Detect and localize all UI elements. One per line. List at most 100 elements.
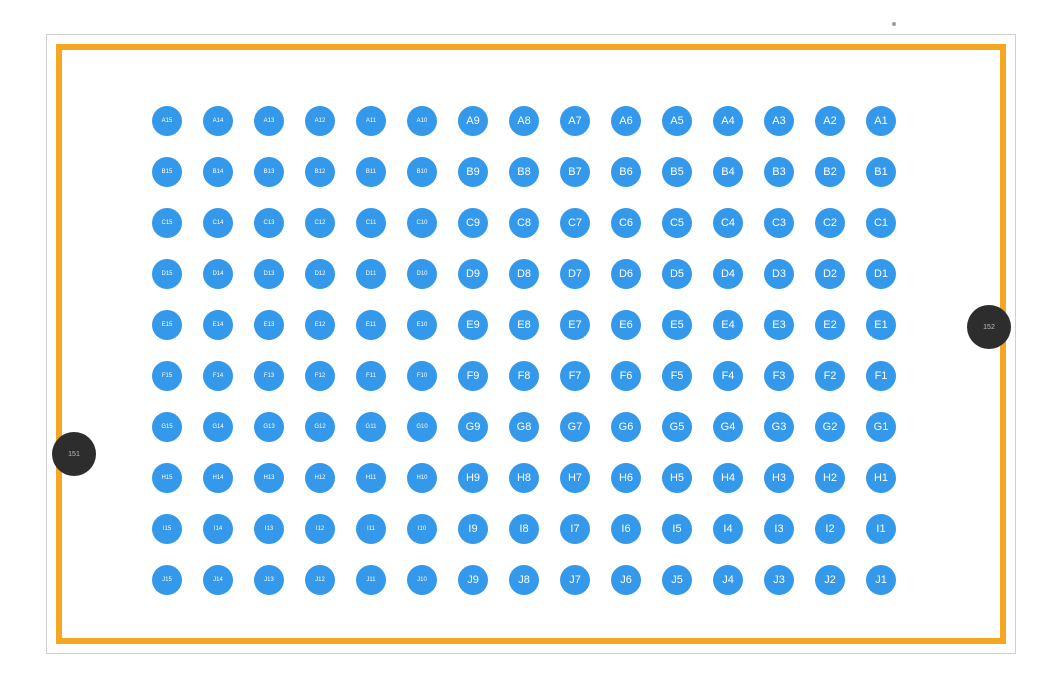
bga-pad-a9: A9 — [458, 106, 488, 136]
bga-pad-f3: F3 — [764, 361, 794, 391]
bga-pad-j7: J7 — [560, 565, 590, 595]
bga-pad-b4: B4 — [713, 157, 743, 187]
bga-pad-g2: G2 — [815, 412, 845, 442]
bga-pad-g15: G15 — [152, 412, 182, 442]
bga-pad-b12: B12 — [305, 157, 335, 187]
bga-pad-c3: C3 — [764, 208, 794, 238]
bga-pad-h14: H14 — [203, 463, 233, 493]
bga-pad-i9: I9 — [458, 514, 488, 544]
bga-pad-i7: I7 — [560, 514, 590, 544]
bga-pad-f7: F7 — [560, 361, 590, 391]
bga-pad-d10: D10 — [407, 259, 437, 289]
bga-pad-d3: D3 — [764, 259, 794, 289]
bga-pad-h15: H15 — [152, 463, 182, 493]
bga-pad-j1: J1 — [866, 565, 896, 595]
bga-pad-e7: E7 — [560, 310, 590, 340]
bga-pad-j3: J3 — [764, 565, 794, 595]
bga-pad-c2: C2 — [815, 208, 845, 238]
bga-pad-b5: B5 — [662, 157, 692, 187]
bga-pad-a10: A10 — [407, 106, 437, 136]
bga-pad-g9: G9 — [458, 412, 488, 442]
bga-pad-a2: A2 — [815, 106, 845, 136]
bga-pad-f15: F15 — [152, 361, 182, 391]
bga-pad-j8: J8 — [509, 565, 539, 595]
bga-pad-g8: G8 — [509, 412, 539, 442]
bga-pad-b15: B15 — [152, 157, 182, 187]
bga-pad-d15: D15 — [152, 259, 182, 289]
bga-pad-g13: G13 — [254, 412, 284, 442]
bga-pad-a6: A6 — [611, 106, 641, 136]
bga-pad-f9: F9 — [458, 361, 488, 391]
bga-pad-c1: C1 — [866, 208, 896, 238]
bga-pad-h6: H6 — [611, 463, 641, 493]
bga-pad-g7: G7 — [560, 412, 590, 442]
bga-pad-c7: C7 — [560, 208, 590, 238]
bga-pad-a8: A8 — [509, 106, 539, 136]
bga-pad-e11: E11 — [356, 310, 386, 340]
bga-pad-c15: C15 — [152, 208, 182, 238]
bga-pad-a13: A13 — [254, 106, 284, 136]
bga-pad-h4: H4 — [713, 463, 743, 493]
bga-pad-c10: C10 — [407, 208, 437, 238]
bga-pad-a1: A1 — [866, 106, 896, 136]
bga-pad-i10: I10 — [407, 514, 437, 544]
bga-pad-e1: E1 — [866, 310, 896, 340]
bga-pad-j4: J4 — [713, 565, 743, 595]
bga-pad-j15: J15 — [152, 565, 182, 595]
bga-pad-j2: J2 — [815, 565, 845, 595]
bga-pad-g4: G4 — [713, 412, 743, 442]
bga-pad-i13: I13 — [254, 514, 284, 544]
bga-pad-b8: B8 — [509, 157, 539, 187]
bga-pad-h11: H11 — [356, 463, 386, 493]
bga-pad-d13: D13 — [254, 259, 284, 289]
mount-hole-152: 152 — [967, 305, 1011, 349]
bga-pad-c5: C5 — [662, 208, 692, 238]
bga-pad-e15: E15 — [152, 310, 182, 340]
bga-pad-h5: H5 — [662, 463, 692, 493]
bga-pad-j9: J9 — [458, 565, 488, 595]
bga-pad-b6: B6 — [611, 157, 641, 187]
bga-pad-g12: G12 — [305, 412, 335, 442]
bga-pad-g11: G11 — [356, 412, 386, 442]
bga-pad-f5: F5 — [662, 361, 692, 391]
bga-pad-b14: B14 — [203, 157, 233, 187]
bga-pad-c11: C11 — [356, 208, 386, 238]
mount-hole-151: 151 — [52, 432, 96, 476]
bga-pad-b3: B3 — [764, 157, 794, 187]
bga-pad-e5: E5 — [662, 310, 692, 340]
bga-pad-d5: D5 — [662, 259, 692, 289]
bga-pad-c14: C14 — [203, 208, 233, 238]
bga-pad-a5: A5 — [662, 106, 692, 136]
bga-pad-f12: F12 — [305, 361, 335, 391]
bga-pad-e12: E12 — [305, 310, 335, 340]
bga-pad-i4: I4 — [713, 514, 743, 544]
bga-pad-d7: D7 — [560, 259, 590, 289]
bga-pad-h12: H12 — [305, 463, 335, 493]
bga-pad-h13: H13 — [254, 463, 284, 493]
bga-pad-i2: I2 — [815, 514, 845, 544]
bga-pad-j14: J14 — [203, 565, 233, 595]
bga-pad-f1: F1 — [866, 361, 896, 391]
bga-pad-a7: A7 — [560, 106, 590, 136]
bga-pad-f14: F14 — [203, 361, 233, 391]
bga-pad-f6: F6 — [611, 361, 641, 391]
bga-pad-i8: I8 — [509, 514, 539, 544]
bga-pad-e2: E2 — [815, 310, 845, 340]
bga-pad-h10: H10 — [407, 463, 437, 493]
bga-pad-a4: A4 — [713, 106, 743, 136]
bga-pad-e10: E10 — [407, 310, 437, 340]
bga-pad-e6: E6 — [611, 310, 641, 340]
bga-pad-d6: D6 — [611, 259, 641, 289]
bga-pad-g14: G14 — [203, 412, 233, 442]
bga-pad-i11: I11 — [356, 514, 386, 544]
pin1-marker-dot — [892, 22, 896, 26]
bga-pad-c12: C12 — [305, 208, 335, 238]
bga-pad-c6: C6 — [611, 208, 641, 238]
bga-pad-b7: B7 — [560, 157, 590, 187]
bga-pad-b11: B11 — [356, 157, 386, 187]
bga-pad-d1: D1 — [866, 259, 896, 289]
bga-pad-a15: A15 — [152, 106, 182, 136]
bga-pad-i3: I3 — [764, 514, 794, 544]
bga-pad-j11: J11 — [356, 565, 386, 595]
bga-pad-i6: I6 — [611, 514, 641, 544]
